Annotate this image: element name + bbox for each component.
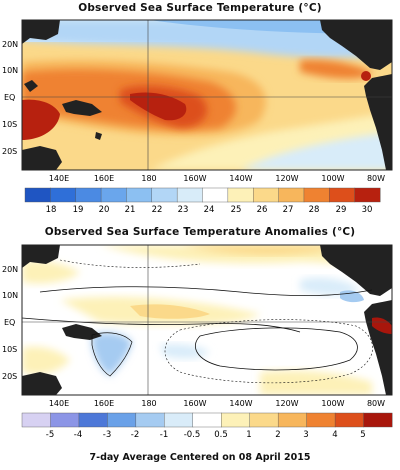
colorbar-tick-label: 19	[73, 205, 84, 215]
colorbar-tick-label: -1	[160, 430, 168, 440]
colorbar-swatch	[334, 412, 365, 428]
colorbar-tick-label: 26	[257, 205, 268, 215]
colorbar-swatch	[303, 187, 330, 203]
lon-tick-label: 140W	[229, 399, 252, 408]
colorbar-tick-label: 18	[46, 205, 57, 215]
colorbar-tick-label: 28	[309, 205, 320, 215]
colorbar-tick-label: 29	[336, 205, 347, 215]
lat-tick-label: EQ	[4, 318, 15, 327]
lat-tick-label: 10N	[2, 291, 18, 300]
sst-lon-axis: 140E 160E 180 160W 140W 120W 100W 80W	[49, 174, 385, 183]
anomaly-colorbar	[21, 412, 393, 428]
lon-tick-label: 160E	[94, 174, 114, 183]
anomaly-lon-axis: 140E 160E 180 160W 140W 120W 100W 80W	[49, 399, 385, 408]
colorbar-tick-label: -5	[46, 430, 54, 440]
colorbar-tick-label: 20	[99, 205, 110, 215]
anomaly-colorbar-labels: -5 -4 -3 -2 -1 -0.5 0.5 1 2 3 4 5	[46, 430, 366, 440]
colorbar-swatch	[176, 187, 203, 203]
colorbar-swatch	[24, 187, 51, 203]
anomaly-lat-axis: 20N 10N EQ 10S 20S	[2, 265, 18, 381]
sst-map: 20N 10N EQ 10S 20S 140E 160E 180 160W 14…	[2, 19, 393, 215]
colorbar-tick-label: -3	[103, 430, 111, 440]
colorbar-tick-label: 4	[332, 430, 337, 440]
sst-colorbar-labels: 18 19 20 21 22 23 24 25 26 27 28 29 30	[46, 205, 373, 215]
colorbar-tick-label: 3	[303, 430, 308, 440]
sst-colorbar	[24, 187, 381, 203]
lon-tick-label: 180	[141, 399, 156, 408]
lon-tick-label: 100W	[321, 399, 344, 408]
colorbar-swatch	[249, 412, 279, 428]
colorbar-tick-label: 24	[204, 205, 215, 215]
colorbar-swatch	[126, 187, 153, 203]
colorbar-tick-label: 30	[362, 205, 373, 215]
anomaly-title: Observed Sea Surface Temperature Anomali…	[44, 226, 356, 238]
sst-lat-axis: 20N 10N EQ 10S 20S	[2, 40, 18, 156]
anomaly-map: 20N 10N EQ 10S 20S 140E 160E 180 160W 14…	[2, 244, 393, 440]
colorbar-swatch	[221, 412, 251, 428]
colorbar-swatch	[50, 187, 77, 203]
colorbar-tick-label: -2	[131, 430, 139, 440]
colorbar-tick-label: 0.5	[214, 430, 228, 440]
lon-tick-label: 120W	[275, 399, 298, 408]
colorbar-swatch	[202, 187, 229, 203]
lon-tick-label: 140E	[49, 174, 69, 183]
colorbar-swatch	[50, 412, 80, 428]
colorbar-tick-label: 1	[246, 430, 251, 440]
colorbar-swatch	[253, 187, 280, 203]
lon-tick-label: 160W	[183, 399, 206, 408]
lat-tick-label: 20S	[2, 372, 17, 381]
colorbar-swatch	[329, 187, 356, 203]
lat-tick-label: EQ	[4, 93, 15, 102]
colorbar-swatch	[78, 412, 108, 428]
colorbar-tick-label: 23	[178, 205, 189, 215]
lon-tick-label: 140E	[49, 399, 69, 408]
colorbar-swatch	[107, 412, 137, 428]
colorbar-swatch	[164, 412, 194, 428]
lon-tick-label: 120W	[275, 174, 298, 183]
lon-tick-label: 140W	[229, 174, 252, 183]
colorbar-tick-label: 22	[152, 205, 163, 215]
colorbar-swatch	[100, 187, 127, 203]
colorbar-tick-label: 25	[231, 205, 242, 215]
colorbar-swatch	[75, 187, 102, 203]
colorbar-tick-label: -0.5	[184, 430, 201, 440]
lon-tick-label: 80W	[367, 399, 385, 408]
colorbar-tick-label: 27	[283, 205, 294, 215]
colorbar-swatch	[363, 412, 393, 428]
lon-tick-label: 100W	[321, 174, 344, 183]
lon-tick-label: 80W	[367, 174, 385, 183]
colorbar-swatch	[21, 412, 51, 428]
colorbar-swatch	[227, 187, 254, 203]
colorbar-swatch	[277, 412, 308, 428]
lon-tick-label: 160E	[94, 399, 114, 408]
colorbar-tick-label: 5	[360, 430, 365, 440]
colorbar-tick-label: -4	[74, 430, 82, 440]
colorbar-tick-label: 21	[125, 205, 136, 215]
lat-tick-label: 20N	[2, 265, 18, 274]
colorbar-swatch	[135, 412, 165, 428]
lat-tick-label: 10S	[2, 120, 17, 129]
sst-title: Observed Sea Surface Temperature (°C)	[78, 2, 322, 14]
lat-tick-label: 10N	[2, 66, 18, 75]
colorbar-swatch	[192, 412, 222, 428]
lat-tick-label: 20S	[2, 147, 17, 156]
lon-tick-label: 160W	[183, 174, 206, 183]
colorbar-swatch	[354, 187, 381, 203]
lat-tick-label: 20N	[2, 40, 18, 49]
lon-tick-label: 180	[141, 174, 156, 183]
lat-tick-label: 10S	[2, 345, 17, 354]
footer-caption: 7-day Average Centered on 08 April 2015	[89, 452, 311, 463]
colorbar-swatch	[278, 187, 305, 203]
colorbar-swatch	[306, 412, 336, 428]
colorbar-tick-label: 2	[275, 430, 280, 440]
colorbar-swatch	[151, 187, 178, 203]
